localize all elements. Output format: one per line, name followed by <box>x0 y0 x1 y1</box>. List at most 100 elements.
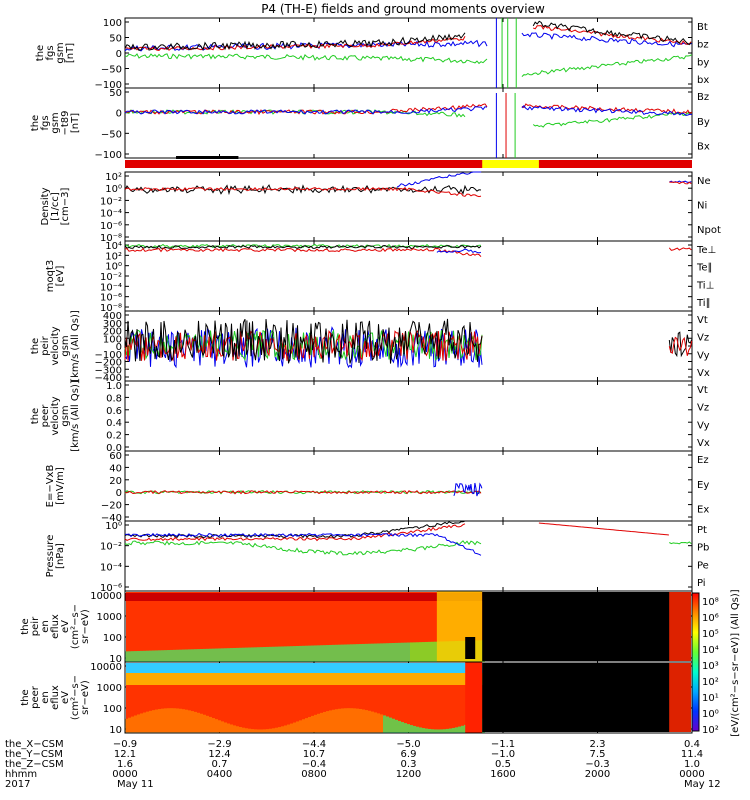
spectrogram-cell <box>410 642 413 662</box>
legend-entry: Vt <box>697 315 708 326</box>
spectrogram-cell <box>395 719 398 733</box>
spectrogram-cell <box>179 649 182 662</box>
spectrogram-cell <box>383 593 386 601</box>
spectrogram-cell <box>299 645 302 662</box>
spectrogram-cell <box>436 591 483 662</box>
spectrogram-cell <box>329 710 332 733</box>
spectrogram-cell <box>380 593 383 601</box>
spectrogram-cell <box>317 593 320 601</box>
y-axis-label: [nT] <box>65 43 76 63</box>
spectrogram-cell <box>395 642 398 662</box>
y-axis-label: eV <box>60 691 71 704</box>
spectrogram-cell <box>248 728 251 733</box>
legend-entry: Vx <box>697 368 710 379</box>
spectrogram-cell <box>341 593 344 601</box>
colorbar-tick-label: 10⁰ <box>702 709 719 720</box>
colorbar-tick-label: 10⁵ <box>702 629 719 640</box>
spectrogram-cell <box>269 593 272 601</box>
series-Ey <box>124 490 481 495</box>
spectrogram-cell <box>230 648 233 662</box>
y-tick-label: 0.4 <box>106 418 122 429</box>
spectrogram-cell <box>365 593 368 601</box>
spectrogram-cell <box>239 727 242 733</box>
spectrogram-cell <box>371 643 374 662</box>
spectrogram-cell <box>422 593 425 601</box>
y-tick-label: 0.8 <box>106 393 122 404</box>
spectrogram-cell <box>320 712 323 733</box>
spectrogram-cell <box>275 727 278 733</box>
legend-entry: Bx <box>697 142 710 153</box>
spectrogram-cell <box>284 725 287 733</box>
spectrogram-gap <box>482 592 670 661</box>
spectrogram-cell <box>362 709 365 733</box>
spectrogram-cell <box>377 593 380 601</box>
spectrogram-cell <box>335 593 338 601</box>
y-tick-label: 0 <box>116 49 122 60</box>
spectrogram-cell <box>152 593 155 601</box>
x-axis-value: 0000 <box>112 769 137 780</box>
x-axis-value: 12.4 <box>208 749 230 760</box>
spectrogram-cell <box>437 729 440 733</box>
colorbar-tick-label: 10² <box>702 677 719 688</box>
spectrogram-cell <box>419 642 422 662</box>
spectrogram-cell <box>326 711 329 733</box>
spectrogram-cell <box>215 648 218 662</box>
legend-entry: By <box>697 117 710 128</box>
colorbar-tick-label: 10⁸ <box>702 597 719 608</box>
spectrogram-cell <box>137 650 140 662</box>
spectrogram-cell <box>359 644 362 662</box>
spectrogram-cell <box>347 644 350 662</box>
spectrogram-cell <box>395 593 398 601</box>
spectrogram-cell <box>125 593 128 601</box>
spectrogram-cell <box>386 593 389 601</box>
legend-entry: Pi <box>697 578 706 589</box>
spectrogram-cell <box>431 641 434 662</box>
series-Te-perp <box>668 247 692 251</box>
spectrogram-cell <box>206 648 209 662</box>
x-axis-value: 0400 <box>207 769 232 780</box>
y-axis-label: (cm²−s− <box>70 604 81 649</box>
spectrogram-cell <box>425 641 428 662</box>
spectrogram-cell <box>161 708 164 733</box>
x-axis-value: −0.4 <box>302 759 326 770</box>
legend-entry: Npot <box>697 225 721 236</box>
spectrogram-cell <box>407 724 410 733</box>
spectrogram-cell <box>332 644 335 662</box>
spectrogram-cell <box>131 716 134 733</box>
spectrogram-cell <box>161 650 164 662</box>
y-axis-label: [km/s (All Qs)] <box>70 310 81 382</box>
spectrogram-cell <box>242 647 245 662</box>
spectrogram-cell <box>344 708 347 733</box>
spectrogram-cell <box>257 647 260 662</box>
spectrogram-cell <box>134 593 137 601</box>
legend-entry: Vz <box>697 403 709 414</box>
spectrogram-cell <box>296 645 299 662</box>
spectrogram-cell <box>314 593 317 601</box>
spectrogram-cell <box>266 593 269 601</box>
spectrogram-cell <box>404 642 407 662</box>
colorbar: 10⁸ 10⁶ 10⁵ 10⁴ 10³ 10² 10¹ 10⁰ 10² [eV/(cm²−s−sr… <box>691 589 741 737</box>
spectrogram-cell <box>125 718 128 733</box>
spectrogram-cell <box>419 727 422 733</box>
spectrogram-cell <box>422 728 425 733</box>
y-tick-label: 0 <box>116 488 122 499</box>
y-axis-label: −t89 <box>60 110 71 135</box>
y-tick-label: 10⁻⁴ <box>100 209 122 220</box>
spectrogram-cell <box>149 593 152 601</box>
series-Npot <box>396 171 482 188</box>
y-tick-label: 40 <box>109 463 122 474</box>
spectrogram-cell <box>404 593 407 601</box>
x-axis-value: 1.6 <box>117 759 133 770</box>
legend-entry: Bz <box>697 92 709 103</box>
y-tick-label: −40 <box>101 513 122 524</box>
legend-entry: Vx <box>697 438 710 449</box>
spectrogram-cell <box>410 725 413 733</box>
spectrogram-cell <box>158 593 161 601</box>
series-Ez <box>124 489 482 495</box>
spectrogram-gap <box>482 663 670 732</box>
spectrogram-cell <box>335 709 338 733</box>
spectrogram-cell <box>146 650 149 662</box>
spectrogram-cell <box>329 644 332 662</box>
spectrogram-cell <box>443 729 446 733</box>
spectrogram-cell <box>263 729 266 733</box>
